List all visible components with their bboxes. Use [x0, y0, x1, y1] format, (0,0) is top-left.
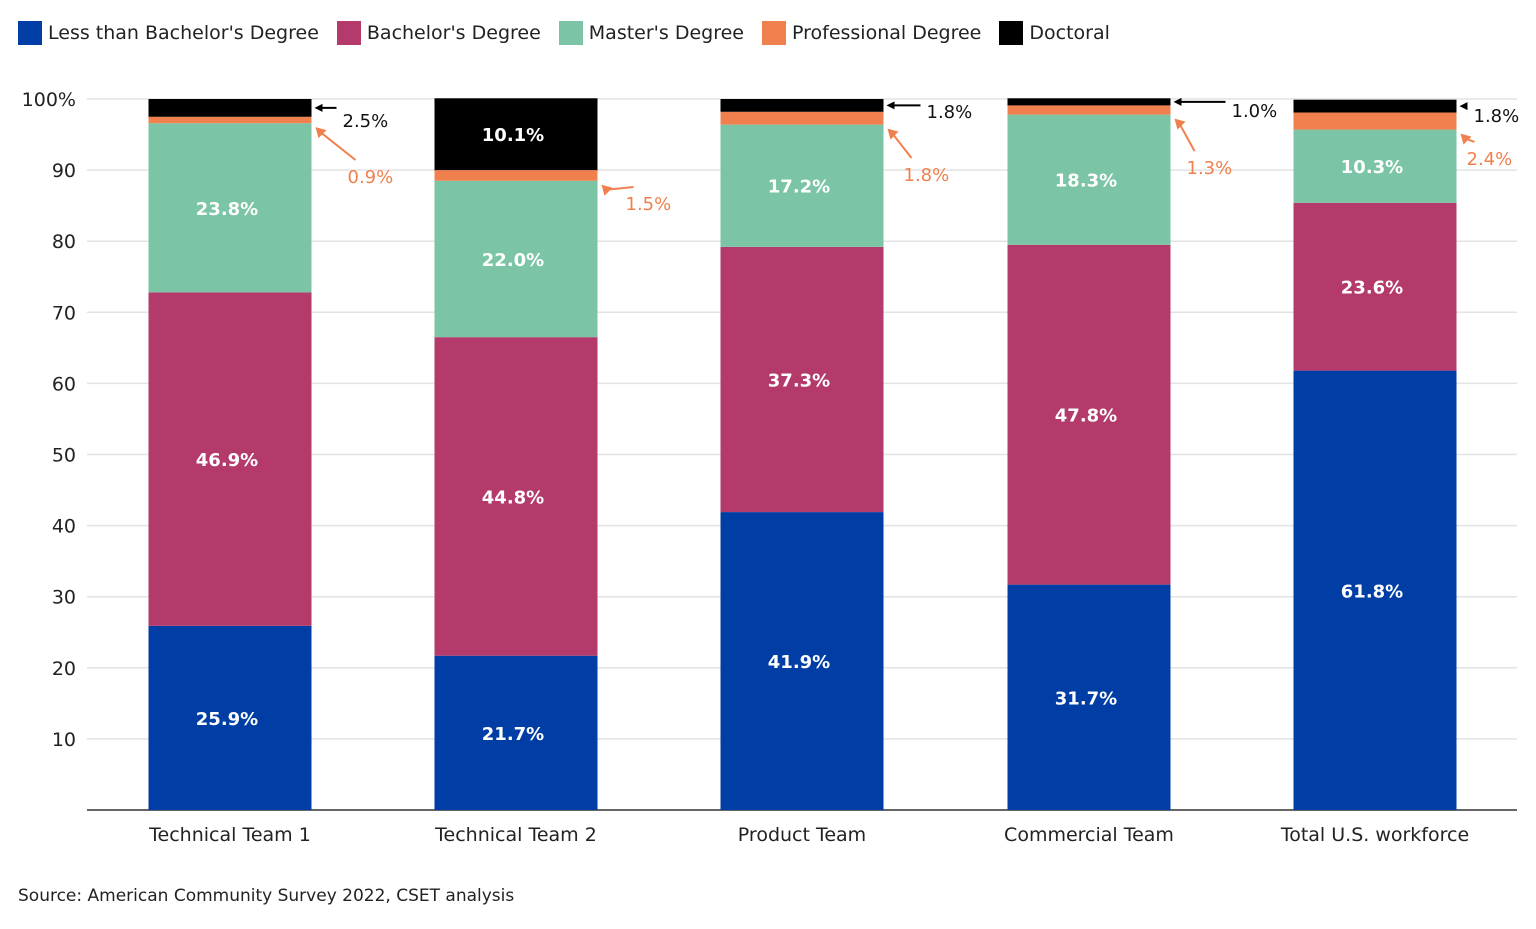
bar-segment — [148, 116, 312, 124]
x-tick-label: Product Team — [738, 824, 866, 846]
arrowhead — [1459, 102, 1468, 111]
x-tick-label: Commercial Team — [1004, 824, 1174, 846]
data-label: 2.4% — [1467, 149, 1513, 170]
data-label: 37.3% — [768, 370, 830, 391]
bar-segment — [148, 292, 312, 626]
data-label: 21.7% — [482, 724, 544, 745]
legend-label: Bachelor's Degree — [366, 22, 541, 44]
data-label: 17.2% — [768, 177, 830, 198]
bar-segment — [1007, 584, 1171, 810]
legend-swatch — [18, 21, 42, 45]
data-label: 1.0% — [1232, 101, 1278, 122]
bar-segment — [148, 123, 312, 293]
data-label: 1.8% — [904, 165, 950, 186]
data-label: 1.5% — [626, 194, 672, 215]
arrowhead — [601, 184, 613, 196]
bar-segment — [434, 655, 598, 810]
data-label: 22.0% — [482, 250, 544, 271]
y-tick-label: 30 — [52, 587, 76, 609]
data-label: 1.8% — [927, 102, 973, 123]
bar-segment — [1007, 98, 1171, 106]
y-tick-label: 90 — [52, 160, 76, 182]
data-label: 18.3% — [1055, 171, 1117, 192]
data-label: 2.5% — [343, 111, 389, 132]
bar-segment — [720, 111, 884, 125]
data-label: 0.9% — [348, 167, 394, 188]
legend-swatch — [558, 21, 583, 45]
y-tick-label: 20 — [52, 658, 76, 680]
bar-segment — [1293, 370, 1457, 810]
y-tick-label: 70 — [52, 302, 76, 324]
x-tick-label: Total U.S. workforce — [1280, 824, 1469, 846]
y-tick-label: 80 — [52, 231, 76, 253]
data-label: 41.9% — [768, 652, 830, 673]
legend-label: Doctoral — [1029, 22, 1110, 44]
legend-label: Master's Degree — [588, 22, 744, 44]
arrowhead — [887, 128, 899, 140]
bar-segment — [1293, 112, 1457, 130]
data-label: 46.9% — [196, 450, 258, 471]
annotation-arrow — [1178, 123, 1196, 152]
data-label: 1.3% — [1187, 158, 1233, 179]
bar-segment — [434, 170, 598, 181]
data-label: 31.7% — [1055, 688, 1117, 709]
x-tick-label: Technical Team 1 — [148, 824, 311, 846]
bar-segment — [1293, 202, 1457, 371]
bar-segment — [720, 124, 884, 247]
bar-segment — [1007, 105, 1171, 115]
y-tick-label: 60 — [52, 373, 76, 395]
y-tick-label: 50 — [52, 445, 76, 467]
bar-segment — [1007, 244, 1171, 585]
legend-swatch — [999, 21, 1024, 45]
bar-segment — [434, 180, 598, 338]
arrowhead — [314, 103, 323, 112]
arrowhead — [886, 101, 895, 110]
legend-label: Professional Degree — [791, 22, 982, 44]
bar-segment — [720, 99, 884, 112]
arrowhead — [315, 127, 327, 139]
legend-swatch — [336, 21, 361, 45]
source-note: Source: American Community Survey 2022, … — [18, 886, 515, 906]
legend: Less than Bachelor's Degree Bachelor's De… — [18, 21, 1128, 45]
bar-segment — [148, 99, 312, 117]
data-label: 23.8% — [196, 199, 258, 220]
y-tick-label: 40 — [52, 516, 76, 538]
annotation-arrow — [606, 186, 634, 191]
legend-item: Less than Bachelor's Degree — [18, 21, 319, 45]
data-label: 44.8% — [482, 487, 544, 508]
annotation-arrow — [319, 131, 357, 161]
annotation-arrow — [891, 132, 913, 159]
bar-segment — [1007, 114, 1171, 245]
data-label: 1.8% — [1474, 106, 1520, 127]
arrowhead — [1173, 97, 1182, 106]
legend-item: Doctoral — [999, 21, 1110, 45]
data-label: 10.1% — [482, 125, 544, 146]
bar-segment — [720, 246, 884, 513]
bar-segment — [1293, 99, 1457, 113]
legend-swatch — [761, 21, 786, 45]
data-label: 10.3% — [1341, 157, 1403, 178]
data-label: 23.6% — [1341, 278, 1403, 299]
legend-item: Professional Degree — [761, 21, 982, 45]
arrowhead — [1460, 133, 1472, 145]
arrowhead — [1174, 118, 1186, 130]
x-tick-label: Technical Team 2 — [434, 824, 597, 846]
data-label: 25.9% — [196, 709, 258, 730]
data-label: 61.8% — [1341, 581, 1403, 602]
data-label: 47.8% — [1055, 406, 1117, 427]
bar-segment — [148, 625, 312, 810]
legend-item: Master's Degree — [558, 21, 744, 45]
legend-item: Bachelor's Degree — [336, 21, 541, 45]
y-tick-label: 10 — [52, 729, 76, 751]
bar-segment — [434, 98, 598, 171]
bar-segment — [1293, 129, 1457, 203]
legend-label: Less than Bachelor's Degree — [48, 22, 319, 44]
y-tick-label: 100% — [22, 89, 76, 111]
bar-segment — [434, 337, 598, 656]
bar-segment — [720, 512, 884, 810]
